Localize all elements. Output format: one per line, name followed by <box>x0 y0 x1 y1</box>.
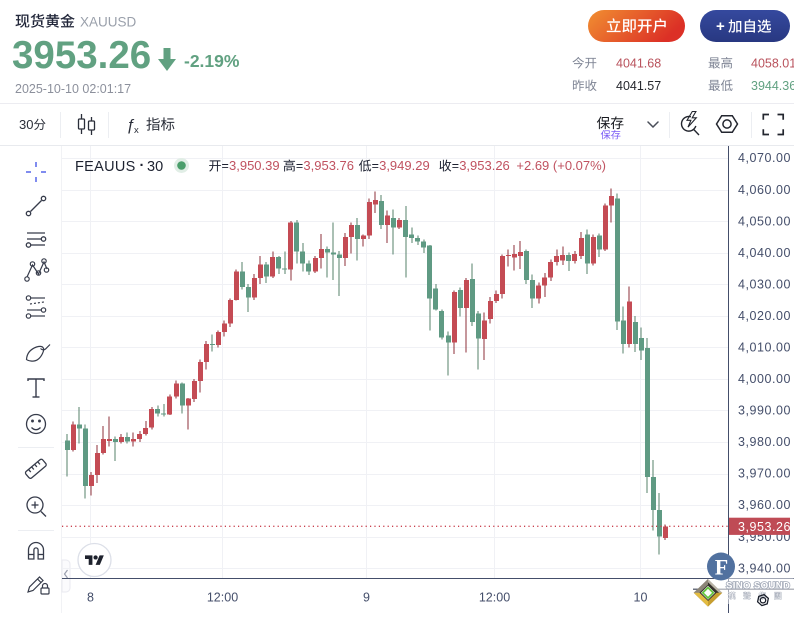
svg-text:4,060.00: 4,060.00 <box>738 183 791 197</box>
svg-text:3,960.00: 3,960.00 <box>738 498 791 512</box>
svg-text:4,070.00: 4,070.00 <box>738 151 791 165</box>
svg-text:=: = <box>452 159 459 173</box>
svg-text:4041.68: 4041.68 <box>616 57 661 71</box>
svg-text:9: 9 <box>363 591 370 605</box>
svg-text:4041.57: 4041.57 <box>616 79 661 93</box>
svg-text:3,990.00: 3,990.00 <box>738 404 791 418</box>
svg-text:4,040.00: 4,040.00 <box>738 246 791 260</box>
svg-text:4,010.00: 4,010.00 <box>738 341 791 355</box>
svg-text:4,030.00: 4,030.00 <box>738 277 791 291</box>
svg-text:=: = <box>222 159 229 173</box>
svg-text:3,953.26: 3,953.26 <box>459 158 510 173</box>
svg-text:10: 10 <box>634 591 648 605</box>
svg-text:3,953.26: 3,953.26 <box>738 520 791 534</box>
svg-text:30: 30 <box>19 117 33 132</box>
svg-text:3,949.29: 3,949.29 <box>379 158 430 173</box>
svg-text:8: 8 <box>87 591 94 605</box>
svg-text:4,020.00: 4,020.00 <box>738 309 791 323</box>
svg-text:12:00: 12:00 <box>207 591 238 605</box>
svg-text:ƒ: ƒ <box>126 117 135 134</box>
svg-text:SINO SOUND: SINO SOUND <box>726 581 790 592</box>
svg-text:3,953.76: 3,953.76 <box>303 158 354 173</box>
svg-text:FEAUUS: FEAUUS <box>75 159 136 175</box>
svg-text:4058.01: 4058.01 <box>751 57 794 71</box>
svg-text:·: · <box>140 158 145 174</box>
svg-text:3,980.00: 3,980.00 <box>738 435 791 449</box>
svg-text:+: + <box>716 18 725 35</box>
svg-text:3,950.39: 3,950.39 <box>229 158 280 173</box>
svg-text:30: 30 <box>147 159 163 175</box>
svg-text:=: = <box>296 159 303 173</box>
svg-text:12:00: 12:00 <box>479 591 510 605</box>
svg-text:SINO SOUND: SINO SOUND <box>726 581 790 592</box>
svg-text:3,970.00: 3,970.00 <box>738 467 791 481</box>
svg-text:F: F <box>715 555 728 580</box>
svg-text:+2.69 (+0.07%): +2.69 (+0.07%) <box>516 158 606 173</box>
svg-text:=: = <box>372 159 379 173</box>
svg-text:3953.26: 3953.26 <box>12 34 151 77</box>
svg-text:3944.36: 3944.36 <box>751 79 794 93</box>
svg-text:4,050.00: 4,050.00 <box>738 214 791 228</box>
svg-text:x: x <box>134 125 139 136</box>
svg-text:4,000.00: 4,000.00 <box>738 372 791 386</box>
svg-text:3,940.00: 3,940.00 <box>738 561 791 575</box>
svg-text:-2.19%: -2.19% <box>184 51 240 71</box>
svg-text:XAUUSD: XAUUSD <box>80 15 137 30</box>
svg-text:2025-10-10 02:01:17: 2025-10-10 02:01:17 <box>15 82 131 96</box>
